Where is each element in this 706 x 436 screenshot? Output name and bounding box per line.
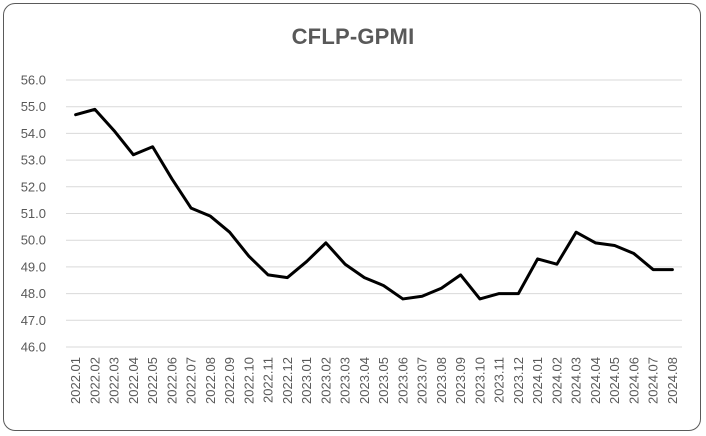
x-tick-label: 2022.11 [261,357,276,403]
series-layer [74,107,674,301]
data-point [517,292,520,295]
data-point [574,230,578,234]
data-point [93,108,97,111]
y-tick-label: 56.0 [21,73,46,88]
x-tick-label: 2022.02 [87,357,102,404]
data-point [632,252,636,255]
x-tick-label: 2022.06 [164,357,179,404]
data-point [228,230,231,234]
data-point [324,241,328,245]
data-point [286,276,289,279]
y-tick-label: 50.0 [21,233,46,248]
data-point [132,153,135,156]
chart-title: CFLP-GPMI [291,24,415,49]
grid-lines [66,79,682,348]
x-tick-label: 2022.05 [145,357,160,404]
x-tick-label: 2024.03 [569,357,584,404]
x-tick-label: 2024.06 [626,357,641,404]
data-point [209,214,212,218]
x-tick-label: 2023.05 [376,357,391,404]
x-tick-label: 2024.07 [646,357,661,404]
data-point [74,113,77,116]
data-point [247,255,251,258]
x-tick-label: 2022.10 [241,357,256,404]
x-tick-label: 2024.05 [607,357,622,404]
y-tick-label: 52.0 [21,179,46,194]
y-tick-label: 54.0 [21,126,46,141]
data-point [420,295,424,298]
x-tick-label: 2023.08 [434,357,449,404]
x-tick-label: 2022.07 [184,357,199,404]
y-tick-label: 48.0 [21,286,46,301]
y-axis-ticks: 46.0 47.0 48.0 49.0 50.0 51.0 52.0 53.0 54.0 55.0… [21,73,46,355]
data-point [555,263,559,266]
x-tick-label: 2023.09 [453,357,468,404]
data-point [440,287,443,290]
data-point [305,260,308,263]
x-tick-label: 2023.06 [395,357,410,404]
x-tick-label: 2024.02 [549,357,564,404]
x-tick-label: 2023.10 [472,357,487,404]
data-point [266,273,270,277]
y-tick-label: 53.0 [21,153,46,168]
y-tick-label: 55.0 [21,99,46,114]
x-tick-label: 2022.12 [280,357,295,404]
x-tick-label: 2023.12 [511,357,526,404]
data-point [151,145,154,148]
data-point [497,292,501,295]
x-tick-label: 2022.08 [203,357,218,404]
data-point [343,263,347,266]
x-tick-label: 2023.07 [415,357,430,404]
x-tick-label: 2023.01 [299,357,314,404]
x-tick-label: 2024.01 [530,357,545,404]
x-tick-label: 2024.08 [665,357,680,404]
x-tick-label: 2022.01 [68,357,83,404]
x-tick-label: 2024.04 [588,357,603,404]
x-tick-label: 2023.03 [338,357,353,404]
data-point [112,129,116,132]
data-point [671,268,674,271]
x-tick-label: 2023.02 [318,357,333,404]
data-point [401,297,405,301]
data-point [478,297,482,301]
y-tick-label: 47.0 [21,313,46,328]
data-point [363,276,366,279]
data-point [189,206,193,210]
data-point [613,244,616,247]
x-axis-ticks: 2022.01 2022.02 2022.03 2022.04 2022.05 2022.… [68,357,680,404]
x-tick-label: 2022.04 [126,357,141,404]
data-point [459,273,462,277]
x-tick-label: 2022.03 [107,357,122,404]
x-tick-label: 2023.04 [357,357,372,404]
y-tick-label: 46.0 [21,340,46,355]
x-tick-label: 2022.09 [222,357,237,404]
chart-frame [3,3,701,431]
data-point [536,257,539,261]
x-tick-label: 2023.11 [492,357,507,403]
data-point [651,268,655,271]
data-point [170,177,174,180]
series-line [74,107,674,301]
y-tick-label: 49.0 [21,259,46,274]
data-point [594,241,597,245]
data-point [382,284,385,287]
y-tick-label: 51.0 [21,206,46,221]
